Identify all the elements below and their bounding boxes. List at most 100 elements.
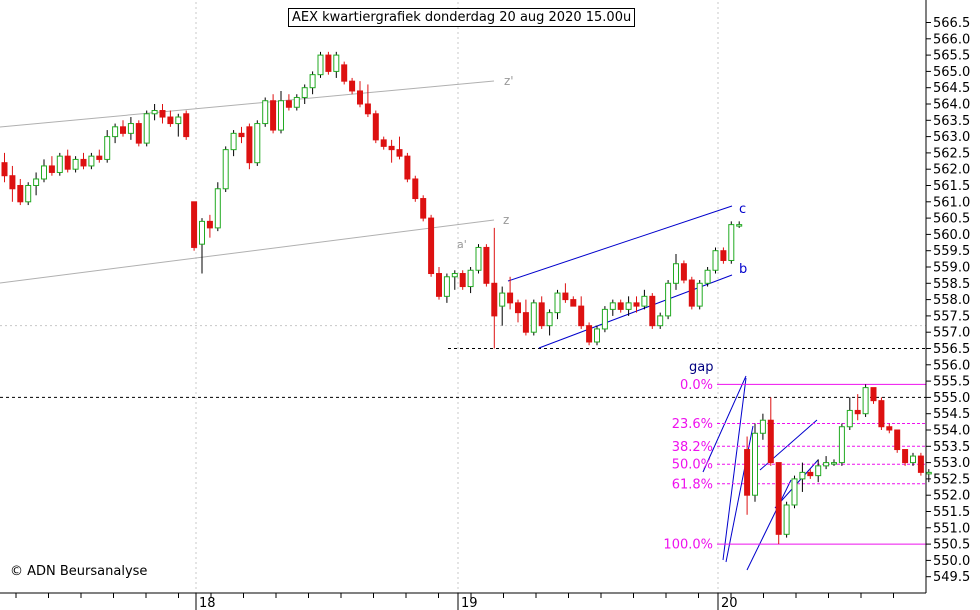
candle-up <box>309 71 316 95</box>
candle-body <box>80 158 87 167</box>
y-tick-label: 556.0 <box>933 358 970 373</box>
candle-down <box>238 126 245 144</box>
candle-body <box>475 246 482 271</box>
candle-body <box>688 279 695 307</box>
fib-level-label: 23.6% <box>672 417 713 432</box>
candle-down <box>649 293 656 329</box>
y-tick-label: 556.5 <box>933 342 970 357</box>
y-tick-label: 550.5 <box>933 538 970 553</box>
candle-body <box>341 64 348 82</box>
candle-body <box>412 178 419 200</box>
candle-body <box>143 113 150 144</box>
candle-body <box>293 96 300 108</box>
candle-down <box>135 120 142 147</box>
candle-body <box>88 155 95 167</box>
fib-level-label: 50.0% <box>672 458 713 473</box>
candle-up <box>823 456 830 470</box>
candle-up <box>262 97 269 127</box>
candle-body <box>443 276 450 297</box>
candle-body <box>925 471 932 475</box>
candle-body <box>388 145 395 151</box>
candle-body <box>317 54 324 76</box>
candle-up <box>752 423 758 502</box>
candle-down <box>522 299 529 336</box>
candle-down <box>515 299 521 323</box>
candle-down <box>459 270 466 290</box>
candle-up <box>25 182 32 206</box>
candle-down <box>380 136 387 150</box>
candle-body <box>491 282 498 317</box>
candle-body <box>902 449 909 464</box>
channel-line-b <box>538 274 733 349</box>
candle-down <box>420 195 427 222</box>
candle-down <box>191 201 198 251</box>
candle-body <box>270 100 277 131</box>
candle-up <box>499 286 506 326</box>
candle-body <box>159 110 166 118</box>
candle-body <box>562 292 569 301</box>
candle-up <box>846 397 853 430</box>
candle-body <box>230 132 237 151</box>
candle-up <box>443 273 450 303</box>
candle-body <box>483 246 490 284</box>
candle-body <box>127 123 134 134</box>
candle-down <box>396 136 403 160</box>
candle-body <box>775 462 782 535</box>
candle-down <box>894 429 901 453</box>
y-tick-label: 562.0 <box>933 163 970 178</box>
trendline-z <box>0 219 495 284</box>
candle-body <box>894 429 901 451</box>
candle-down <box>720 247 727 264</box>
candle-up <box>736 221 743 228</box>
candle-down <box>167 110 174 127</box>
candle-up <box>791 475 798 509</box>
candle-down <box>870 387 877 404</box>
candle-body <box>854 409 861 415</box>
candle-body <box>278 100 284 131</box>
y-tick-label: 558.5 <box>933 277 970 292</box>
candle-body <box>838 426 845 464</box>
candle-body <box>222 149 229 190</box>
candle-down <box>586 322 593 346</box>
candle-down <box>96 149 103 163</box>
candle-up <box>278 90 284 134</box>
annotation-gap: gap <box>689 360 713 375</box>
y-tick-label: 565.5 <box>933 49 970 64</box>
candle-body <box>601 308 608 330</box>
candle-body <box>96 155 103 160</box>
candle-up <box>728 221 735 264</box>
candle-body <box>625 302 632 310</box>
channel-line-c <box>507 205 733 282</box>
candle-up <box>625 296 632 316</box>
pattern-line <box>702 375 747 473</box>
candle-body <box>404 155 411 180</box>
candle-body <box>831 462 837 465</box>
y-tick-label: 565.0 <box>933 65 970 80</box>
candle-down <box>159 104 166 124</box>
candle-up <box>112 123 119 144</box>
candle-up <box>925 469 932 483</box>
candle-up <box>175 113 182 137</box>
candle-down <box>680 260 687 284</box>
chart-title: AEX kwartiergrafiek donderdag 20 aug 202… <box>288 8 636 27</box>
candle-down <box>364 84 371 118</box>
candle-up <box>214 182 221 232</box>
candle-down <box>246 123 253 170</box>
candle-up <box>333 51 340 78</box>
candle-body <box>25 185 32 203</box>
candle-body <box>736 224 743 227</box>
candle-body <box>862 387 869 415</box>
candle-body <box>728 224 735 261</box>
candle-body <box>807 471 814 477</box>
candle-body <box>910 455 916 464</box>
candle-body <box>357 90 363 105</box>
candle-body <box>364 103 371 115</box>
candle-body <box>72 158 79 170</box>
y-tick-label: 566.5 <box>933 16 970 31</box>
candle-body <box>594 328 600 343</box>
candle-body <box>183 113 190 138</box>
y-tick-label: 559.0 <box>933 261 970 276</box>
candle-down <box>570 296 577 307</box>
candle-body <box>48 165 55 173</box>
